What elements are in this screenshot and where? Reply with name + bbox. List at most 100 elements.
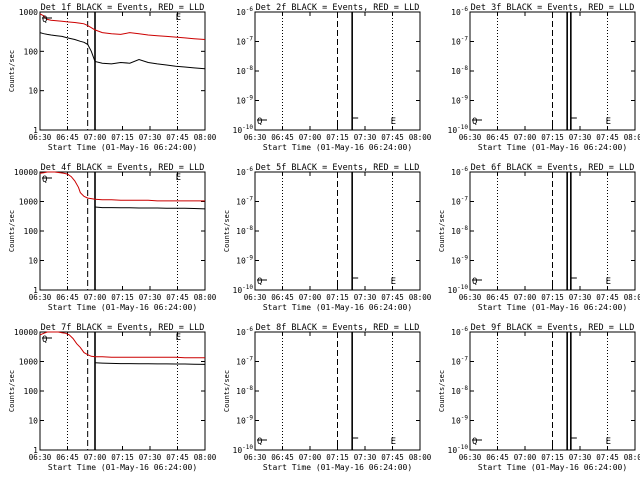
x-axis-label: Start Time (01-May-16 06:24:00) — [263, 463, 412, 472]
y-axis-label: Counts/sec — [8, 50, 16, 92]
y-tick-label: 10 — [28, 257, 38, 266]
x-tick-label: 08:00 — [194, 453, 217, 462]
x-tick-label: 07:00 — [514, 453, 537, 462]
y-tick-label: 10-8 — [451, 65, 468, 76]
x-tick-label: 06:30 — [29, 453, 52, 462]
y-axis-label: Counts/sec — [223, 210, 231, 252]
series-lld — [39, 13, 206, 40]
plot-frame — [39, 11, 206, 131]
series-lld — [39, 171, 205, 202]
x-tick-label: 06:30 — [459, 293, 482, 302]
y-tick-label: 10-10 — [233, 124, 254, 135]
y-tick-label: 10-7 — [451, 196, 468, 207]
y-tick-label: 10-10 — [448, 444, 469, 455]
panel-title: Det 2f BLACK = Events, RED = LLD — [256, 3, 420, 13]
plot-frame — [39, 331, 206, 451]
x-tick-label: 07:00 — [84, 453, 107, 462]
x-tick-label: 07:45 — [381, 453, 404, 462]
marker-e-label: E — [391, 117, 396, 127]
y-tick-label: 100 — [24, 227, 39, 236]
y-tick-label: 10000 — [14, 168, 38, 177]
x-tick-label: 07:15 — [326, 133, 349, 142]
y-tick-label: 10-6 — [451, 6, 468, 17]
y-tick-label: 10-6 — [236, 6, 253, 17]
panel-det5f: Det 5f BLACK = Events, RED = LLD Counts/s… — [223, 163, 432, 312]
y-tick-label: 10-10 — [233, 284, 254, 295]
x-tick-label: 06:45 — [271, 453, 294, 462]
x-tick-label: 07:15 — [111, 133, 134, 142]
y-tick-label: 1000 — [19, 8, 38, 17]
y-tick-label: 10-8 — [236, 385, 253, 396]
x-tick-label: 07:00 — [299, 453, 322, 462]
marker-e-label: E — [176, 333, 181, 343]
x-tick-label: 07:30 — [354, 453, 377, 462]
x-tick-label: 07:00 — [299, 293, 322, 302]
panel-det8f: Det 8f BLACK = Events, RED = LLD Counts/s… — [223, 323, 432, 472]
panel-det9f: Det 9f BLACK = Events, RED = LLD Counts/s… — [438, 323, 640, 472]
x-tick-label: 06:45 — [271, 293, 294, 302]
x-tick-label: 07:15 — [541, 453, 564, 462]
x-tick-label: 06:30 — [244, 293, 267, 302]
y-tick-label: 10-9 — [451, 255, 468, 266]
marker-e-label: E — [606, 277, 611, 287]
x-tick-label: 07:00 — [514, 133, 537, 142]
y-axis-label: Counts/sec — [8, 210, 16, 252]
y-tick-label: 10000 — [14, 328, 38, 337]
x-tick-label: 06:45 — [56, 133, 79, 142]
x-tick-label: 06:45 — [486, 453, 509, 462]
marker-q-label: Q — [257, 277, 262, 287]
y-tick-label: 1000 — [19, 358, 38, 367]
x-axis-label: Start Time (01-May-16 06:24:00) — [263, 303, 412, 312]
x-tick-label: 07:30 — [569, 453, 592, 462]
panel-title: Det 7f BLACK = Events, RED = LLD — [41, 323, 205, 333]
x-axis-label: Start Time (01-May-16 06:24:00) — [263, 143, 412, 152]
marker-e-label: E — [391, 437, 396, 447]
marker-e-label: E — [176, 173, 181, 183]
panel-det2f: Det 2f BLACK = Events, RED = LLD 10-10 10-… — [233, 3, 432, 152]
y-tick-label: 100 — [24, 47, 39, 56]
x-axis-label: Start Time (01-May-16 06:24:00) — [48, 143, 197, 152]
x-tick-label: 07:15 — [326, 453, 349, 462]
y-tick-label: 10-6 — [451, 326, 468, 337]
x-tick-label: 06:45 — [271, 133, 294, 142]
x-tick-label: 08:00 — [409, 453, 432, 462]
y-tick-label: 10-10 — [448, 124, 469, 135]
x-axis-label: Start Time (01-May-16 06:24:00) — [48, 463, 197, 472]
x-tick-label: 08:00 — [194, 293, 217, 302]
panel-det6f: Det 6f BLACK = Events, RED = LLD Counts/s… — [438, 163, 640, 312]
series-events — [94, 206, 206, 210]
x-tick-label: 07:45 — [166, 293, 189, 302]
x-axis-label: Start Time (01-May-16 06:24:00) — [478, 303, 627, 312]
marker-q-label: Q — [257, 117, 262, 127]
y-tick-label: 10-9 — [451, 95, 468, 106]
marker-q-label: Q — [472, 277, 477, 287]
y-tick-label: 10-7 — [236, 36, 253, 47]
panel-title: Det 3f BLACK = Events, RED = LLD — [471, 3, 635, 13]
x-tick-label: 07:00 — [514, 293, 537, 302]
x-tick-label: 07:30 — [569, 293, 592, 302]
x-tick-label: 07:45 — [596, 133, 619, 142]
marker-e-label: E — [606, 437, 611, 447]
series-events — [39, 32, 206, 70]
marker-q-label: Q — [42, 335, 47, 345]
y-tick-label: 10-10 — [448, 284, 469, 295]
panel-title: Det 5f BLACK = Events, RED = LLD — [256, 163, 420, 173]
y-tick-label: 10-6 — [236, 326, 253, 337]
x-tick-label: 07:30 — [139, 133, 162, 142]
x-tick-label: 08:00 — [409, 293, 432, 302]
x-tick-label: 06:45 — [486, 293, 509, 302]
y-tick-label: 10-8 — [451, 385, 468, 396]
panel-det1f: Det 1f BLACK = Events, RED = LLD Counts/s… — [8, 3, 217, 152]
x-tick-label: 06:45 — [56, 293, 79, 302]
y-tick-label: 10-7 — [451, 356, 468, 367]
panel-det7f: Det 7f BLACK = Events, RED = LLD Counts/s… — [8, 323, 217, 472]
panel-det3f: Det 3f BLACK = Events, RED = LLD 10-10 10-… — [448, 3, 640, 152]
y-tick-label: 10-6 — [236, 166, 253, 177]
y-tick-label: 1 — [33, 446, 38, 455]
y-axis-label: Counts/sec — [223, 370, 231, 412]
x-tick-label: 07:45 — [166, 133, 189, 142]
x-tick-label: 07:15 — [541, 133, 564, 142]
series-events — [94, 362, 206, 365]
x-tick-label: 07:45 — [596, 453, 619, 462]
